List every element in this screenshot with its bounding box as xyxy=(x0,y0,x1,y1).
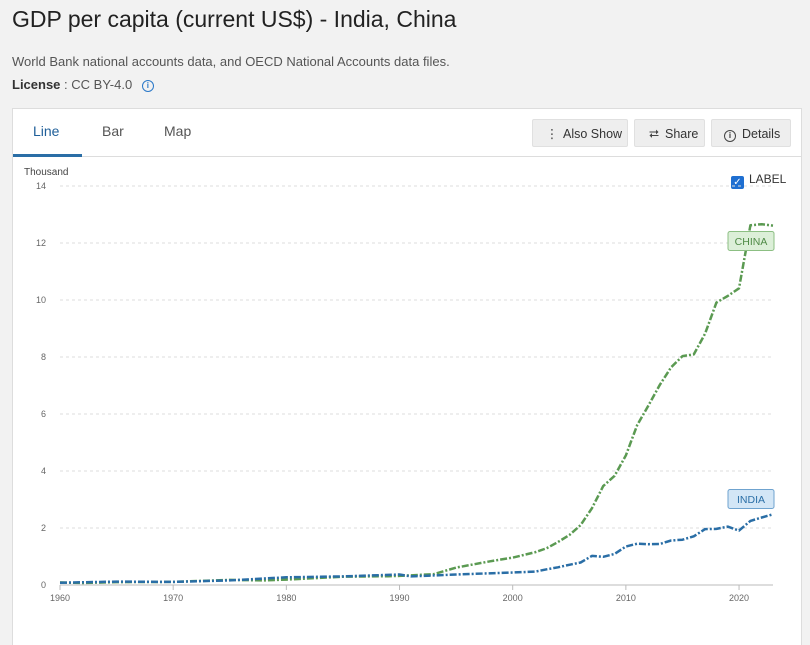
x-tick-label: 1990 xyxy=(390,593,410,603)
x-tick-label: 2020 xyxy=(729,593,749,603)
series-label-box-india xyxy=(727,489,775,509)
x-tick-label: 1960 xyxy=(50,593,70,603)
chart-panel: Line Bar Map ⋮ Also Show ⮂ Share i Details … xyxy=(12,108,802,645)
x-tick-label: 1980 xyxy=(276,593,296,603)
axes: Thousand 0 2 4 6 8 10 12 14 1960 1970 1980 1990 2000 2… xyxy=(24,167,773,603)
tab-map[interactable]: Map xyxy=(164,123,192,139)
license-value: : CC BY-4.0 xyxy=(64,77,133,92)
also-show-button[interactable]: ⋮ Also Show xyxy=(532,119,628,147)
series-lines xyxy=(59,222,774,585)
x-tick-label: 1970 xyxy=(163,593,183,603)
y-tick-label: 10 xyxy=(36,295,46,305)
data-source: World Bank national accounts data, and O… xyxy=(12,54,450,69)
details-button[interactable]: i Details xyxy=(711,119,791,147)
license-label: License xyxy=(12,77,61,92)
x-tick-label: 2010 xyxy=(616,593,636,603)
label-toggle-text: LABEL xyxy=(749,172,787,186)
details-icon: i xyxy=(724,130,736,142)
also-show-label: Also Show xyxy=(563,127,623,141)
share-label: Share xyxy=(665,127,699,141)
page-title: GDP per capita (current US$) - India, Ch… xyxy=(12,6,457,32)
series-label-box-china xyxy=(727,231,775,251)
chart-tabs: Line Bar Map ⋮ Also Show ⮂ Share i Details xyxy=(13,109,801,157)
more-vertical-icon: ⋮ xyxy=(545,127,559,141)
y-tick-label: 0 xyxy=(41,580,46,590)
active-tab-indicator xyxy=(13,154,82,157)
y-tick-label: 6 xyxy=(41,409,46,419)
y-axis-label: Thousand xyxy=(24,167,68,178)
y-tick-label: 8 xyxy=(41,352,46,362)
series-label-china: CHINA xyxy=(735,236,768,248)
grid-lines xyxy=(60,185,773,586)
y-tick-label: 4 xyxy=(41,466,46,476)
y-tick-label: 12 xyxy=(36,238,46,248)
y-tick-label: 14 xyxy=(36,181,46,191)
y-tick-label: 2 xyxy=(41,523,46,533)
tab-line[interactable]: Line xyxy=(33,123,60,139)
license: License : CC BY-4.0 i xyxy=(12,77,154,92)
share-icon: ⮂ xyxy=(648,127,659,141)
series-label-india: INDIA xyxy=(737,494,765,506)
info-icon[interactable]: i xyxy=(141,80,154,92)
x-tick-label: 2000 xyxy=(503,593,523,603)
details-label: Details xyxy=(742,127,781,141)
tab-bar[interactable]: Bar xyxy=(102,123,124,139)
series-labels: CHINA INDIA xyxy=(727,231,775,509)
share-button[interactable]: ⮂ Share xyxy=(634,119,705,147)
series-line-india[interactable] xyxy=(59,513,774,584)
series-line-china[interactable] xyxy=(59,222,774,585)
line-chart: Thousand 0 2 4 6 8 10 12 14 1960 1970 1980 1990 2000 2… xyxy=(24,167,775,603)
